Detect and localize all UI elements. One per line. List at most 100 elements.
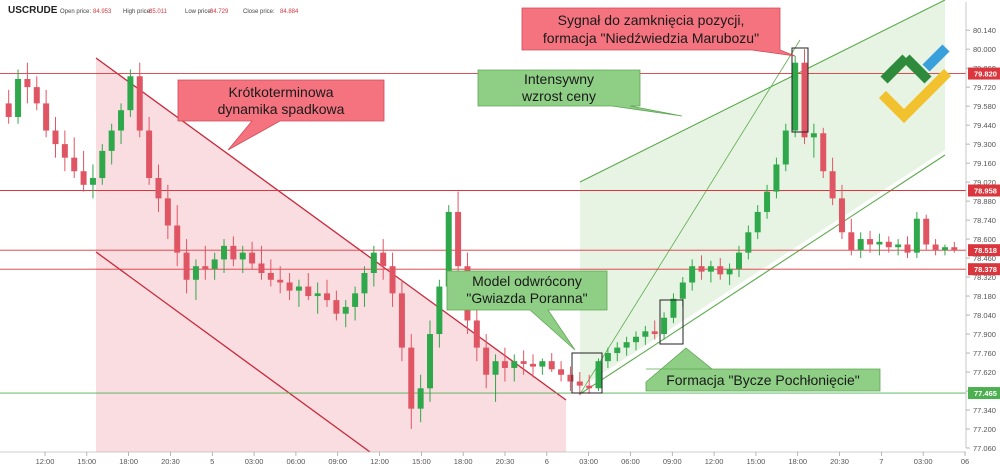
candle-body — [754, 211, 761, 233]
candle-body — [829, 171, 836, 199]
y-tick-label: 78.880 — [973, 197, 996, 206]
candle-body — [221, 245, 228, 260]
candle-body — [623, 342, 630, 348]
x-tick-label: 03:00 — [914, 457, 933, 466]
price-tag-label: 78.378 — [974, 265, 997, 274]
candle-body — [445, 211, 452, 287]
candle-body — [155, 178, 162, 199]
x-tick-label: 09:00 — [663, 457, 682, 466]
y-tick-label: 78.460 — [973, 254, 996, 263]
candle-body — [511, 361, 518, 368]
price-tag — [968, 67, 1000, 80]
candle-body — [146, 130, 153, 179]
candle-body — [820, 133, 827, 172]
candle-body — [249, 252, 256, 264]
x-tick-label: 7 — [879, 457, 883, 466]
x-tick-label: 09:00 — [328, 457, 347, 466]
candle-body — [230, 245, 237, 260]
x-tick-label: 12:00 — [705, 457, 724, 466]
morning-star-box — [571, 352, 603, 394]
candle-body — [941, 247, 948, 250]
candle-body — [61, 144, 68, 158]
y-tick-label: 79.580 — [973, 102, 996, 111]
y-tick-label: 77.200 — [973, 425, 996, 434]
candle-body — [211, 259, 218, 269]
candle-body — [529, 363, 536, 367]
candle-body — [764, 191, 771, 212]
candle-body — [5, 103, 12, 117]
candle-body — [436, 286, 443, 335]
candle-body — [455, 211, 462, 267]
candle-body — [698, 266, 705, 272]
y-tick-label: 79.720 — [973, 83, 996, 92]
y-axis: 80.14080.00079.86079.72079.58079.44079.3… — [965, 2, 1000, 453]
price-tag-label: 79.820 — [974, 70, 997, 79]
price-tag — [968, 263, 1000, 276]
x-tick-label: 20:30 — [830, 457, 849, 466]
candle-body — [174, 225, 181, 253]
candle-body — [389, 266, 396, 294]
chart-header: USCRUDE Open price: 84.953 High price: 8… — [8, 5, 299, 16]
y-tick-label: 80.000 — [973, 45, 996, 54]
price-tag-label: 78.958 — [974, 187, 997, 196]
callout-rise-line2: wzrost ceny — [521, 88, 596, 104]
trend-zones — [95, 0, 946, 453]
close-value: 84.884 — [280, 9, 299, 15]
candle-body — [642, 331, 649, 337]
candle-body — [43, 103, 50, 131]
candle-body — [258, 263, 265, 273]
y-tick-label: 78.740 — [973, 216, 996, 225]
candle-body — [801, 62, 808, 138]
candle-body — [136, 76, 143, 131]
candle-body — [520, 361, 527, 364]
x-tick-label: 03:00 — [579, 457, 598, 466]
candle-body — [33, 87, 40, 104]
y-tick-label: 79.300 — [973, 140, 996, 149]
callout-downtrend-line2: dynamika spadkowa — [218, 101, 345, 117]
candle-body — [707, 266, 714, 272]
x-tick-label: 15:00 — [412, 457, 431, 466]
x-axis: 12:00 15:00 18:00 20:30 5 03:00 06:00 09:00 12:0… — [0, 451, 969, 466]
candle-body — [314, 293, 321, 297]
candle-body — [295, 286, 302, 291]
callout-engulfing-text: Formacja "Bycze Pochłonięcie" — [666, 372, 860, 388]
candle-body — [164, 198, 171, 226]
candles — [5, 49, 958, 430]
bullish-engulfing-box — [659, 299, 684, 345]
candle-body — [239, 252, 246, 260]
candle-body — [324, 293, 331, 301]
candle-body — [24, 78, 31, 88]
callout-morning-star: Model odwrócony "Gwiazda Poranna" — [446, 270, 608, 351]
candle-body — [417, 388, 424, 409]
candle-body — [604, 353, 611, 362]
candle-body — [857, 239, 864, 250]
candle-body — [473, 320, 480, 348]
candle-body — [352, 293, 359, 307]
candle-body — [904, 244, 911, 253]
price-tag-label: 77.465 — [974, 389, 997, 398]
candle-body — [52, 130, 59, 145]
candle-body — [670, 298, 677, 318]
y-tick-label: 79.020 — [973, 178, 996, 187]
open-value: 84.953 — [93, 9, 112, 15]
candle-body — [548, 361, 555, 370]
y-tick-label: 79.160 — [973, 159, 996, 168]
candle-body — [333, 300, 340, 314]
callout-downtrend: Krótkoterminowa dynamika spadkowa — [177, 79, 385, 151]
candle-body — [632, 336, 639, 343]
candle-body — [923, 218, 930, 245]
candle-body — [427, 334, 434, 389]
price-tag — [968, 184, 1000, 197]
candle-body — [483, 347, 490, 375]
candle-body — [567, 374, 574, 382]
candle-body — [867, 239, 874, 245]
y-tick-label: 78.600 — [973, 235, 996, 244]
y-tick-label: 77.620 — [973, 368, 996, 377]
open-label: Open price: — [60, 9, 91, 15]
callout-downtrend-line1: Krótkoterminowa — [228, 84, 333, 100]
uptrend-zone — [580, 0, 945, 388]
candle-body — [913, 218, 920, 253]
callout-morning-line1: Model odwrócony — [472, 273, 582, 289]
y-tick-label: 78.320 — [973, 273, 996, 282]
